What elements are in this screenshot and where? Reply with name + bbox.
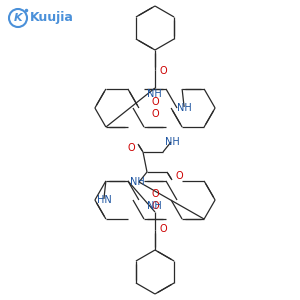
Text: O: O [159,224,166,234]
Text: O: O [128,143,135,153]
Text: NH: NH [165,137,180,147]
Text: NH: NH [130,177,145,187]
Text: HN: HN [97,195,111,205]
Text: O: O [175,171,183,181]
Text: NH: NH [147,89,161,99]
Text: NH: NH [177,103,191,113]
Text: Kuujia: Kuujia [30,11,74,25]
Text: O: O [159,66,166,76]
Text: O: O [151,201,159,211]
Text: O: O [151,189,159,199]
Text: K: K [14,13,22,23]
Text: NH: NH [147,201,161,211]
Text: O: O [151,97,159,107]
Text: O: O [151,109,159,119]
